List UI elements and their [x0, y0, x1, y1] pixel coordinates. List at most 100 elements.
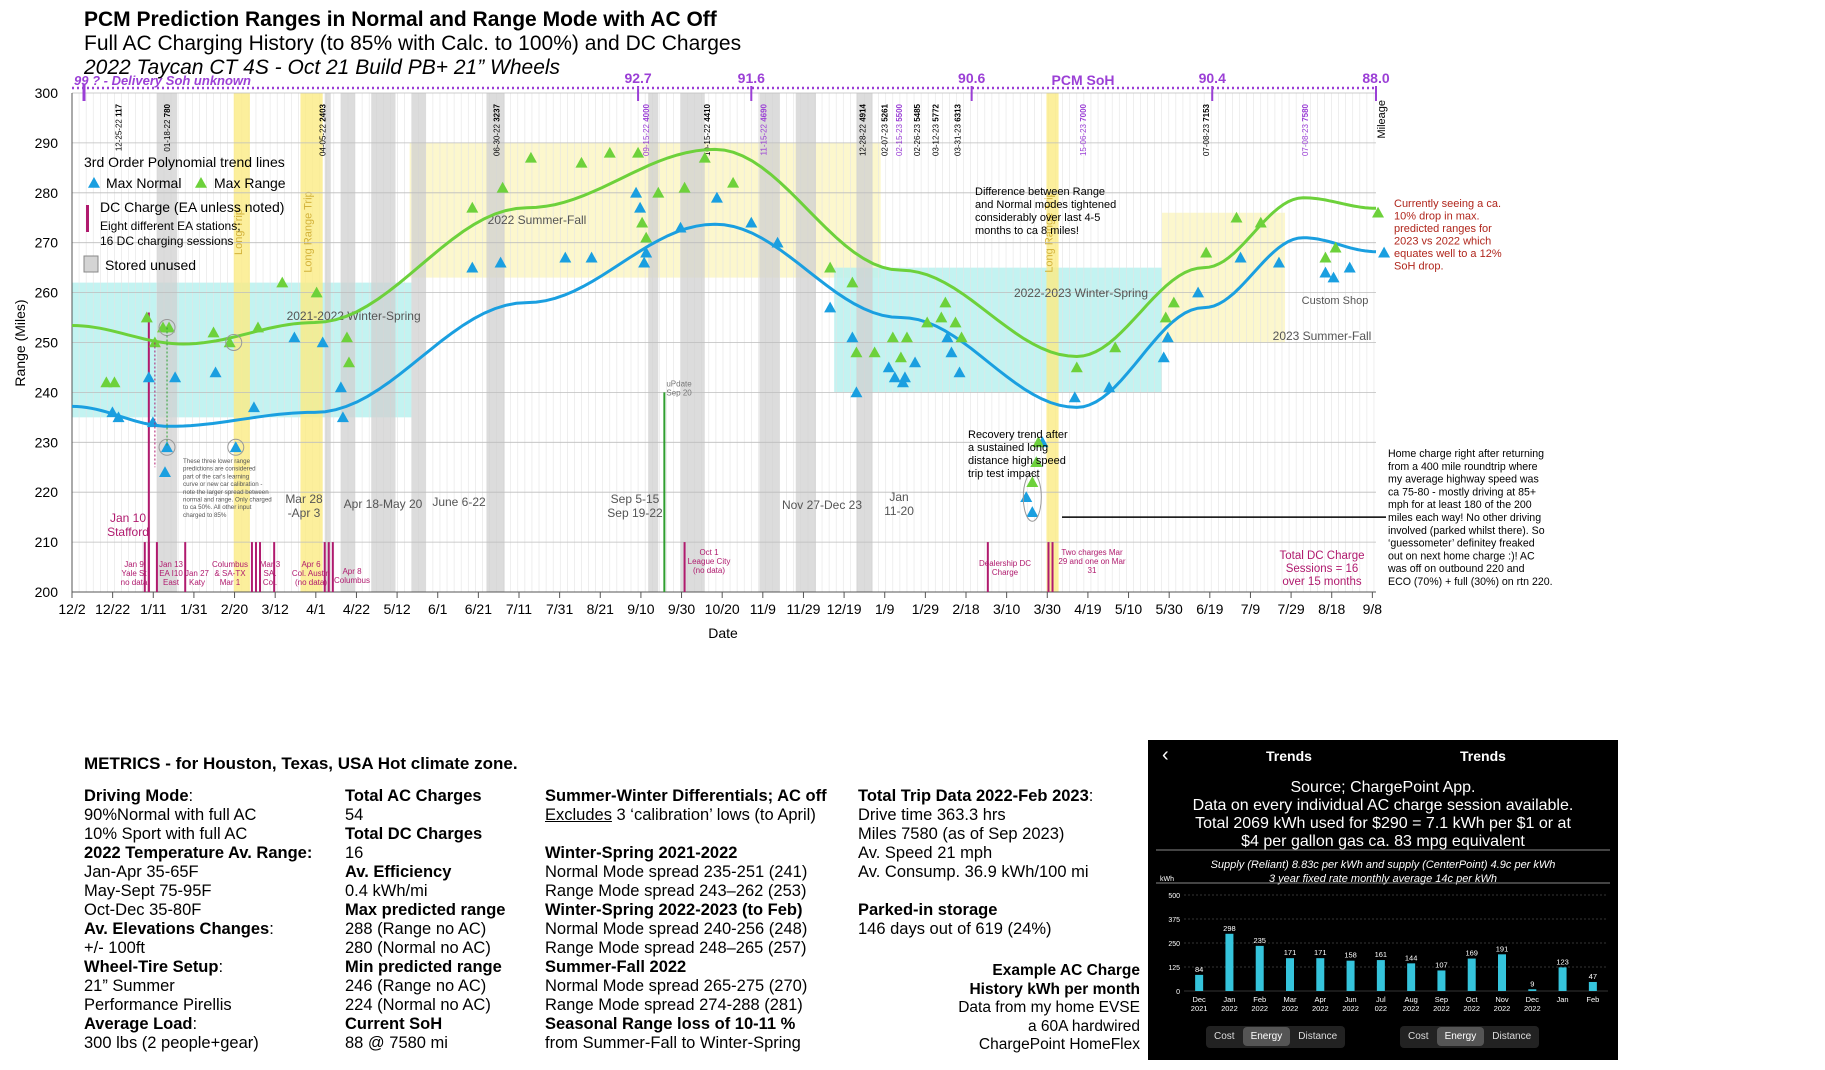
range-point: [868, 346, 881, 358]
x-tick-label: 6/19: [1196, 601, 1223, 617]
tab-distance-right[interactable]: Distance: [1492, 1031, 1532, 1042]
normal-point: [824, 301, 837, 313]
range-point: [496, 181, 509, 193]
kwh-bar-month: Apr: [1314, 995, 1326, 1004]
range-point: [163, 321, 176, 333]
dc-charge-label: Jan 13 EA I10 East: [159, 560, 184, 587]
range-point: [575, 156, 588, 168]
mileage-mark: 02-26-23 5485: [913, 103, 922, 156]
kwh-bar: [1286, 958, 1294, 991]
range-point: [1329, 241, 1342, 253]
kwh-bar: [1316, 958, 1325, 991]
x-tick-label: 9/8: [1363, 601, 1383, 617]
col3-line: Range Mode spread 274-288 (281): [545, 996, 803, 1014]
col1-line: +/- 100ft: [84, 939, 145, 957]
x-tick-label: 11/9: [750, 601, 776, 617]
col4-line: 146 days out of 619 (24%): [858, 920, 1052, 938]
long-trip-label: Long Range Trip: [1044, 191, 1056, 272]
normal-point: [146, 416, 159, 428]
normal-point: [229, 441, 242, 453]
range-point: [955, 331, 968, 343]
chargepoint-trends-panel: ‹ Trends Trends Source; ChargePoint App.…: [1148, 740, 1618, 1060]
normal-point: [1157, 351, 1170, 363]
col4-line: Drive time 363.3 hrs: [858, 806, 1006, 824]
x-tick-label: 6/21: [465, 601, 492, 617]
range-point: [698, 151, 711, 163]
kwh-bar-year: 2022: [1433, 1004, 1450, 1013]
x-tick-label: 5/12: [383, 601, 410, 617]
tab-distance-left[interactable]: Distance: [1298, 1031, 1338, 1042]
normal-point: [106, 406, 119, 418]
normal-point: [288, 331, 301, 343]
range-point: [632, 146, 645, 158]
x-tick-label: 12/2: [58, 601, 85, 617]
range-point: [824, 261, 837, 273]
col4-line: Av. Speed 21 mph: [858, 844, 993, 862]
kwh-bar-year: 2022: [1524, 1004, 1541, 1013]
col1-line: Jan-Apr 35-65F: [84, 863, 199, 881]
tab-energy-left[interactable]: Energy: [1242, 1027, 1291, 1046]
back-chevron-icon[interactable]: ‹: [1162, 744, 1169, 766]
kwh-bar-month: Jan: [1557, 995, 1569, 1004]
source-line-2: Data on every individual AC charge sessi…: [1192, 797, 1574, 814]
tab-cost-right[interactable]: Cost: [1408, 1031, 1429, 1042]
range-point: [1026, 476, 1039, 488]
x-tick-label: 9/10: [627, 601, 654, 617]
dc-charge-label: Mar 3 SA. Col.: [260, 560, 281, 587]
col1-line: 90%Normal with full AC: [84, 806, 257, 824]
y-tick-label: 250: [35, 335, 59, 351]
legend-stored-label: Stored unused: [105, 257, 196, 273]
x-tick-label: 8/21: [587, 601, 614, 617]
col2-line: 280 (Normal no AC): [345, 939, 491, 957]
kwh-bar: [1255, 945, 1264, 991]
kwh-bar-year: 2021: [1191, 1004, 1208, 1013]
kwh-bar-value: 123: [1556, 957, 1569, 966]
normal-point: [1026, 506, 1039, 517]
range-point: [207, 326, 220, 338]
normal-point: [1272, 256, 1285, 268]
dc-charge-label: Jan 10 Stafford: [107, 511, 149, 539]
kwh-bar: [1528, 989, 1537, 991]
legend-dc-title: DC Charge (EA unless noted): [100, 199, 284, 215]
col4-line: Miles 7580 (as of Sep 2023): [858, 825, 1065, 843]
col2-line: 54: [345, 806, 364, 824]
mileage-mark: 11-15-22 4690: [759, 103, 768, 155]
range-point: [900, 331, 913, 343]
kwh-bar-month: Jul: [1376, 995, 1386, 1004]
range-point: [251, 321, 264, 333]
kwh-bar-month: Feb: [1253, 995, 1266, 1004]
kwh-bar: [1588, 981, 1597, 991]
x-tick-label: 2/18: [952, 601, 979, 617]
mileage-mark: 07-08-23 7580: [1301, 103, 1310, 156]
supply-line-1: Supply (Reliant) 8.83c per kWh and suppl…: [1210, 859, 1556, 871]
dc-charge-label: Two charges Mar 29 and one on Mar 31: [1058, 548, 1125, 575]
trends-header-right: Trends: [1460, 748, 1506, 764]
bar-y-tick: 250: [1168, 941, 1180, 948]
tab-energy-right[interactable]: Energy: [1436, 1027, 1485, 1046]
x-tick-label: 3/12: [262, 601, 289, 617]
range-point: [886, 331, 899, 343]
source-line-1: Source; ChargePoint App.: [1290, 779, 1476, 796]
y-tick-label: 220: [35, 484, 59, 500]
stored-period-label: Mar 28 -Apr 3: [285, 492, 323, 520]
x-tick-label: 4/1: [306, 601, 326, 617]
tab-cost-left[interactable]: Cost: [1214, 1031, 1235, 1042]
calibration-circle: [227, 438, 245, 456]
x-tick-label: 4/19: [1074, 601, 1101, 617]
normal-point: [1234, 251, 1247, 263]
normal-point: [771, 236, 784, 248]
x-axis-label: Date: [708, 625, 738, 641]
normal-point: [888, 371, 901, 383]
soh-value-label: 90.4: [1199, 70, 1226, 86]
kwh-bar-value: 144: [1405, 953, 1418, 962]
kwh-bar-year: 2022: [1312, 1004, 1329, 1013]
x-tick-label: 12/19: [827, 601, 862, 617]
normal-point: [466, 261, 479, 273]
x-tick-label: 7/31: [546, 601, 573, 617]
soh-value-label: 88.0: [1362, 70, 1389, 86]
soh-value-label: 92.7: [624, 70, 651, 86]
col1-line: 10% Sport with full AC: [84, 825, 248, 843]
range-point: [1030, 456, 1043, 468]
annotation-difference: Difference between Range and Normal modes…: [975, 186, 1116, 237]
normal-point: [953, 366, 966, 378]
